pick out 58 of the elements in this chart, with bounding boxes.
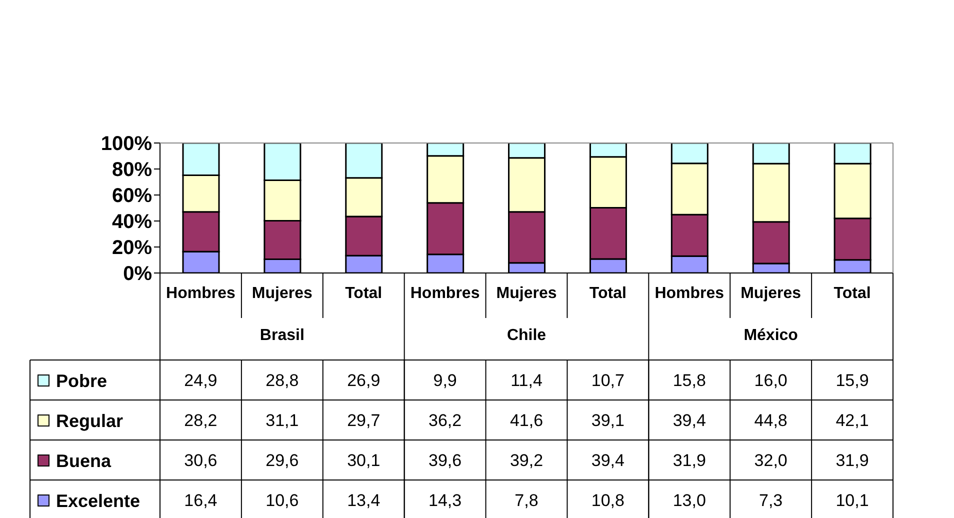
data-label: 31,9 (672, 451, 706, 470)
data-label: 13,4 (347, 491, 380, 510)
data-label: 29,7 (347, 411, 380, 430)
data-label: 31,9 (836, 451, 869, 470)
data-label: 16,4 (184, 491, 218, 510)
y-tick-label: 0% (123, 263, 152, 286)
legend-label: Regular (56, 411, 124, 431)
y-tick-label: 100% (100, 133, 152, 156)
data-label: 15,9 (836, 371, 869, 390)
y-tick-label: 60% (112, 185, 152, 208)
legend-label: Pobre (56, 371, 108, 391)
data-label: 31,1 (266, 411, 299, 430)
data-label: 39,2 (510, 451, 544, 470)
data-label: 41,6 (510, 411, 544, 430)
y-tick-label: 20% (112, 237, 152, 260)
x-tick-label: Total (589, 285, 626, 302)
x-tick-label: Mujeres (740, 285, 802, 302)
x-tick-label: Mujeres (252, 285, 313, 302)
data-label: 24,9 (184, 371, 218, 390)
data-label: 16,0 (754, 371, 788, 390)
data-label: 39,4 (672, 411, 706, 430)
text: Chile (506, 327, 546, 344)
data-label: 9,9 (433, 371, 457, 390)
data-label: 10,8 (591, 491, 624, 510)
data-label: 10,6 (266, 491, 299, 510)
text: Brasil (260, 327, 304, 344)
data-label: 29,6 (266, 451, 299, 470)
y-tick-label: 80% (112, 159, 152, 182)
data-label: 13,0 (672, 491, 706, 510)
data-label: 28,2 (184, 411, 218, 430)
data-label: 39,1 (591, 411, 624, 430)
data-label: 39,6 (428, 451, 462, 470)
data-label: 7,3 (759, 491, 783, 510)
legend-label: Excelente (56, 491, 140, 511)
data-label: 10,7 (591, 371, 624, 390)
text: México (744, 327, 798, 344)
data-label: 28,8 (266, 371, 299, 390)
x-tick-label: Hombres (410, 285, 480, 302)
data-label: 44,8 (754, 411, 788, 430)
data-label: 7,8 (514, 491, 538, 510)
data-label: 26,9 (347, 371, 380, 390)
data-label: 32,0 (754, 451, 788, 470)
data-label: 14,3 (428, 491, 462, 510)
data-label: 36,2 (428, 411, 462, 430)
data-label: 11,4 (510, 371, 542, 390)
data-label: 39,4 (591, 451, 624, 470)
x-tick-label: Mujeres (496, 285, 557, 302)
legend-label: Buena (56, 451, 112, 471)
data-label: 15,8 (672, 371, 706, 390)
x-tick-label: Total (834, 285, 871, 302)
x-tick-label: Hombres (654, 285, 724, 302)
y-tick-label: 40% (112, 211, 152, 234)
data-label: 30,1 (347, 451, 380, 470)
data-label: 10,1 (836, 491, 869, 510)
x-tick-label: Total (345, 285, 382, 302)
x-tick-label: Hombres (166, 285, 236, 302)
data-label: 30,6 (184, 451, 218, 470)
data-label: 42,1 (836, 411, 869, 430)
